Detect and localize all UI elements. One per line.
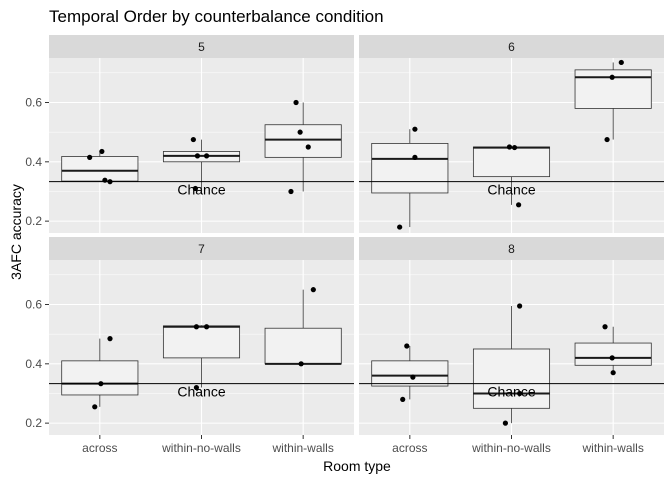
chance-label: Chance: [487, 182, 535, 198]
box-iqr: [371, 143, 449, 194]
y-tick-label: 0.4: [25, 155, 42, 169]
facet-strip: [359, 35, 664, 58]
y-tick-label: 0.4: [25, 357, 42, 371]
data-point: [305, 144, 311, 150]
facet-strip-label: 7: [198, 242, 205, 256]
facet-panel-8: 8 Chance across within-no-walls within-walls: [359, 237, 664, 455]
x-tick-label: within-walls: [581, 441, 643, 455]
data-point: [293, 99, 299, 106]
data-point: [92, 404, 98, 410]
data-point: [502, 420, 508, 426]
data-point: [288, 188, 294, 195]
box-within-walls: [264, 102, 342, 192]
x-axis-title: Room type: [323, 458, 391, 474]
data-point: [203, 153, 210, 159]
facet-strip-label: 6: [508, 40, 515, 54]
data-point: [516, 202, 522, 208]
y-tick-label: 0.2: [25, 416, 42, 430]
facet-strip: [359, 237, 664, 260]
box-iqr: [264, 124, 342, 158]
data-point: [410, 374, 416, 380]
data-point: [517, 303, 523, 309]
box-iqr: [264, 327, 342, 365]
facet-strip-label: 8: [508, 242, 515, 256]
data-point: [604, 136, 610, 143]
box-across: [371, 346, 449, 400]
box-iqr: [61, 156, 139, 182]
y-tick-label: 0.2: [25, 214, 42, 228]
chance-label: Chance: [177, 384, 225, 400]
facet-strip-label: 5: [198, 40, 205, 54]
data-point: [203, 324, 210, 330]
box-within-no-walls: [162, 325, 241, 388]
x-tick-label: within-no-walls: [471, 441, 551, 455]
data-point: [298, 361, 304, 367]
data-point: [107, 336, 113, 342]
data-point: [310, 287, 316, 293]
box-within-walls: [264, 289, 342, 365]
data-point: [609, 74, 615, 80]
facet-panel-6: 6 Chance: [359, 35, 664, 233]
data-point: [297, 129, 303, 135]
x-tick-label: within-no-walls: [161, 441, 241, 455]
chance-label: Chance: [487, 384, 535, 400]
data-point: [102, 177, 108, 183]
box-within-no-walls: [472, 146, 551, 205]
facet-panel-7: 7 Chance 0.2 0.4 0.6 across within-no-walls wit…: [25, 237, 354, 455]
data-point: [404, 343, 410, 349]
data-point: [192, 185, 198, 192]
box-iqr: [472, 348, 551, 409]
data-point: [602, 324, 608, 330]
x-tick-label: within-walls: [271, 441, 333, 455]
data-point: [506, 144, 513, 150]
y-axis-title: 3AFC accuracy: [8, 184, 24, 280]
data-point: [412, 154, 418, 160]
data-point: [107, 179, 113, 185]
data-point: [190, 136, 196, 143]
data-point: [609, 355, 615, 361]
data-point: [400, 396, 406, 403]
facet-panels: 5 Chance 0.2 0.4 0.6 6 Chance 7 Chance 0.2 0.4 0.6 a…: [25, 35, 664, 455]
box-iqr: [371, 360, 449, 387]
data-point: [397, 224, 403, 230]
y-tick-label: 0.6: [25, 95, 42, 109]
data-point: [193, 324, 200, 330]
data-point: [193, 384, 200, 391]
data-point: [517, 390, 523, 397]
box-iqr: [472, 146, 551, 178]
box-across: [371, 129, 449, 228]
data-point: [412, 126, 418, 132]
facet-strip: [49, 35, 354, 58]
box-iqr: [61, 360, 139, 396]
chance-label: Chance: [177, 182, 225, 198]
x-tick-label: across: [82, 441, 117, 455]
box-within-no-walls: [472, 305, 551, 424]
x-tick-label: across: [392, 441, 427, 455]
box-across: [61, 151, 139, 182]
data-point: [87, 154, 93, 160]
box-iqr: [574, 342, 652, 366]
box-within-walls: [574, 62, 652, 140]
facet-strip: [49, 237, 354, 260]
facet-panel-5: 5 Chance 0.2 0.4 0.6: [25, 35, 354, 233]
box-within-no-walls: [162, 139, 241, 189]
data-point: [618, 59, 624, 66]
data-point: [98, 381, 104, 387]
data-point: [194, 153, 201, 159]
data-point: [99, 148, 105, 155]
chart-title: Temporal Order by counterbalance conditi…: [49, 7, 384, 26]
box-iqr: [162, 325, 241, 359]
data-point: [610, 370, 616, 376]
y-tick-label: 0.6: [25, 297, 42, 311]
data-point: [511, 144, 518, 151]
